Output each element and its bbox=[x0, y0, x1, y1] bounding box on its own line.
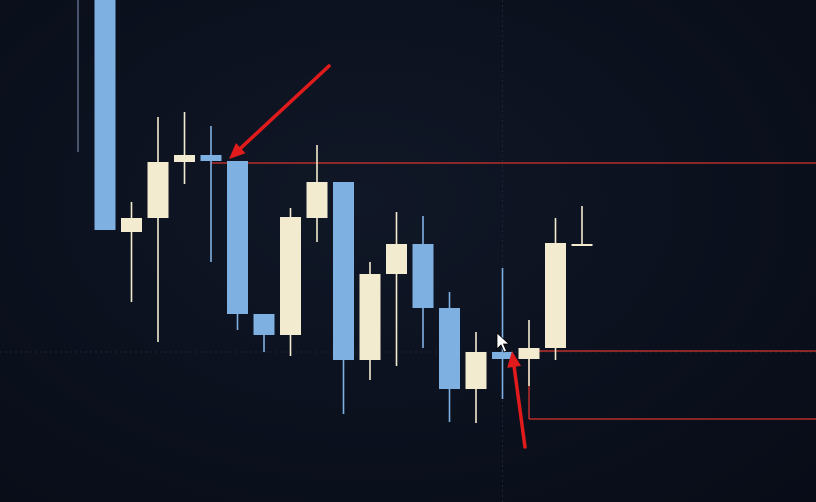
candle-body bbox=[465, 352, 487, 389]
candle-body bbox=[439, 308, 460, 389]
arrow-head bbox=[507, 351, 522, 368]
candle-body bbox=[386, 244, 407, 274]
arrow-shaft bbox=[512, 365, 527, 449]
candle bbox=[492, 268, 513, 399]
candle-body bbox=[174, 155, 195, 162]
candle-body bbox=[200, 155, 222, 161]
candle bbox=[465, 332, 487, 423]
cursor-shape bbox=[496, 332, 511, 353]
level-lines bbox=[211, 162, 816, 420]
candle bbox=[439, 292, 460, 422]
candle bbox=[174, 112, 195, 184]
candle bbox=[253, 314, 275, 352]
candle-body bbox=[518, 348, 540, 359]
candle-body bbox=[280, 217, 301, 335]
candle bbox=[280, 208, 301, 356]
candle bbox=[518, 320, 540, 386]
candle bbox=[386, 212, 407, 366]
candle bbox=[94, 0, 116, 230]
candle bbox=[147, 117, 169, 342]
candle bbox=[571, 206, 593, 246]
candle bbox=[545, 218, 566, 360]
candle-body bbox=[412, 244, 434, 308]
candle-body bbox=[253, 314, 275, 335]
candle-body bbox=[571, 244, 593, 246]
arrow bbox=[229, 64, 331, 159]
candle bbox=[359, 262, 381, 380]
arrow-head bbox=[229, 142, 246, 159]
annotation-arrows bbox=[229, 64, 527, 449]
candle bbox=[200, 126, 222, 262]
candle-body bbox=[227, 161, 248, 314]
candle-body bbox=[333, 182, 354, 360]
candle-body bbox=[306, 182, 328, 218]
candle-body bbox=[359, 274, 381, 360]
arrow-pointer-icon bbox=[496, 332, 511, 353]
candle-body bbox=[121, 218, 142, 232]
candles bbox=[94, 0, 593, 423]
candle bbox=[121, 202, 142, 302]
candle bbox=[227, 161, 248, 330]
candle-body bbox=[94, 0, 116, 230]
candle-body bbox=[147, 162, 169, 218]
candle bbox=[333, 182, 354, 414]
arrow-shaft bbox=[238, 64, 331, 150]
candle bbox=[412, 216, 434, 348]
candle-body bbox=[492, 352, 513, 359]
arrow bbox=[507, 351, 527, 449]
candle-body bbox=[545, 243, 566, 348]
candle bbox=[306, 145, 328, 242]
